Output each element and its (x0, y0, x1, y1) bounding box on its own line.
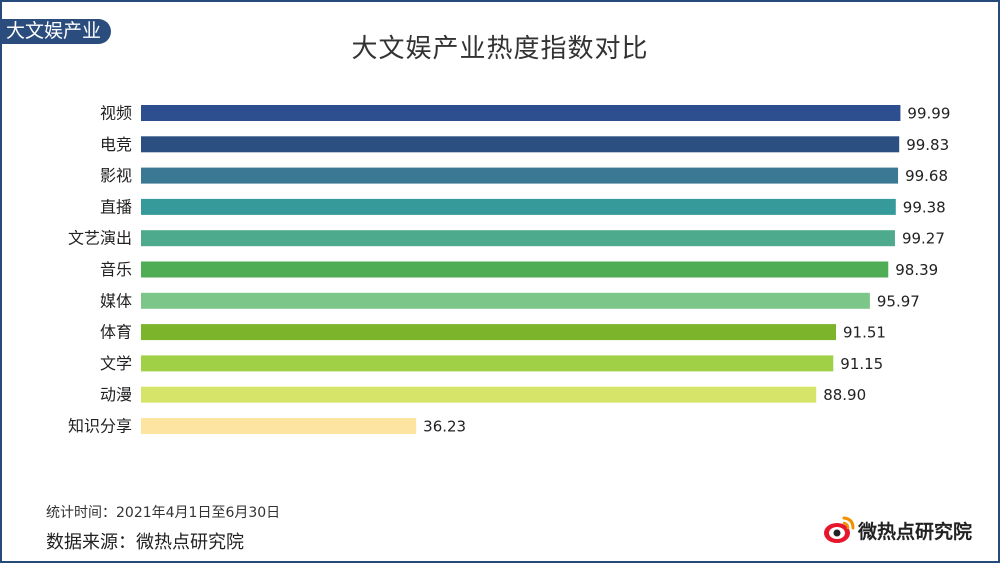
value-label: 99.38 (903, 198, 946, 216)
category-label: 直播 (100, 197, 132, 216)
bar (141, 198, 896, 215)
bar (141, 105, 901, 121)
category-label: 影视 (100, 166, 132, 185)
bar (141, 324, 837, 341)
bars-group: 视频 99.99 电竞 99.83 影视 99.68 直播 99.38 文艺演出 99.27 音乐 9… (68, 104, 950, 436)
category-label: 媒体 (100, 291, 132, 310)
value-label: 91.15 (840, 355, 883, 373)
value-label: 99.68 (905, 167, 948, 185)
category-label: 动漫 (100, 385, 132, 404)
bar (141, 418, 417, 434)
weibo-eye-icon (824, 516, 855, 543)
category-label: 音乐 (100, 260, 132, 279)
bar (141, 230, 895, 247)
logo: 微热点研究院 (822, 514, 972, 546)
stat-period: 统计时间：2021年4月1日至6月30日 (46, 505, 281, 521)
value-label: 36.23 (423, 418, 466, 436)
value-label: 99.99 (907, 105, 950, 123)
bar (141, 261, 889, 278)
value-label: 91.51 (843, 324, 886, 342)
value-label: 99.83 (906, 136, 949, 154)
value-label: 98.39 (895, 261, 938, 279)
category-label: 知识分享 (68, 417, 132, 436)
corner-tag: 大文娱产业 (0, 19, 112, 44)
value-label: 88.90 (823, 386, 866, 404)
bar (141, 386, 817, 403)
category-label: 电竞 (100, 135, 132, 154)
logo-text: 微热点研究院 (858, 520, 973, 543)
bar (141, 292, 870, 309)
category-label: 视频 (100, 104, 132, 123)
category-label: 文学 (100, 354, 132, 373)
bar (141, 136, 900, 153)
category-label: 文艺演出 (68, 229, 132, 248)
value-label: 99.27 (902, 230, 945, 248)
chart-title: 大文娱产业热度指数对比 (351, 34, 649, 64)
data-source: 数据来源：微热点研究院 (46, 532, 244, 553)
bar (141, 167, 899, 184)
bar (141, 355, 834, 372)
value-label: 95.97 (877, 292, 920, 310)
category-label: 体育 (100, 323, 132, 342)
